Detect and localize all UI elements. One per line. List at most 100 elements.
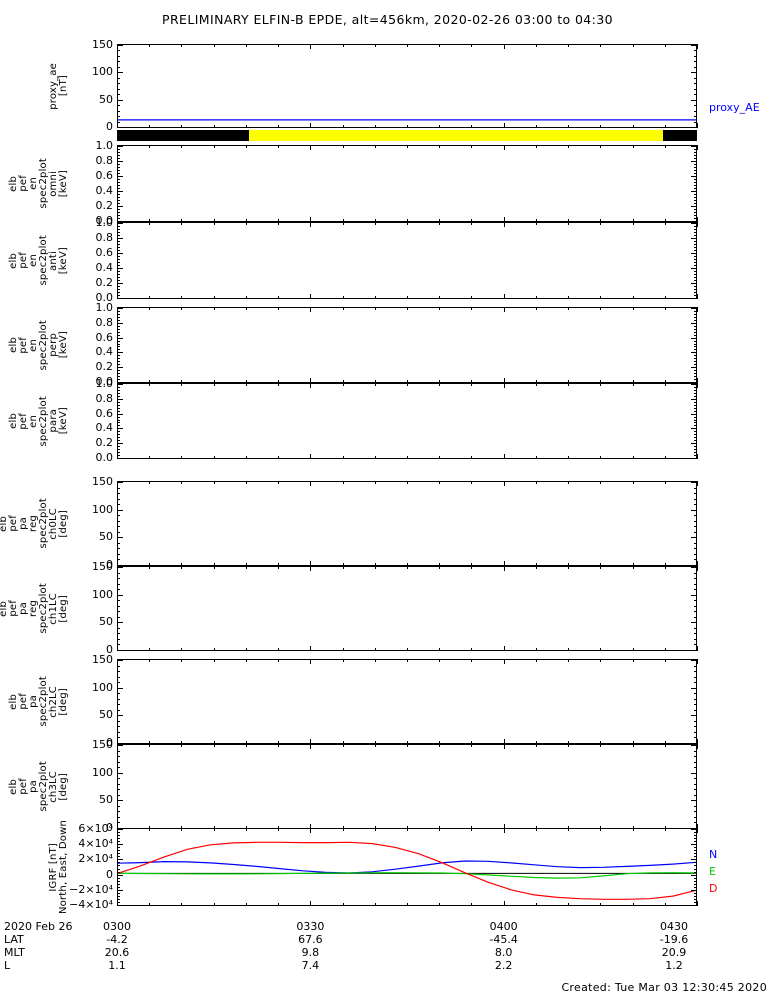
y-tick-text: 0 <box>106 821 113 834</box>
panel-en-perp <box>117 307 697 383</box>
y-minor-tick <box>694 693 697 694</box>
y-minor-tick <box>117 341 120 342</box>
y-major-tick <box>117 253 123 254</box>
x-minor-tick <box>439 125 440 128</box>
y-tick-text: 100 <box>92 502 113 516</box>
y-minor-tick <box>117 122 120 123</box>
y-minor-tick <box>117 182 120 183</box>
y-minor-tick <box>117 326 120 327</box>
x-minor-tick <box>343 903 344 906</box>
x-minor-tick <box>504 744 505 747</box>
x-minor-tick <box>439 741 440 744</box>
x-minor-tick <box>600 145 601 148</box>
y-tick-text: 0.2 <box>95 436 114 450</box>
x-minor-tick <box>600 296 601 299</box>
y-minor-tick <box>117 838 120 839</box>
x-minor-tick <box>343 296 344 299</box>
x-minor-tick <box>536 659 537 662</box>
x-minor-tick <box>568 44 569 47</box>
x-tick-l: 1.2 <box>665 959 683 972</box>
x-minor-tick <box>536 380 537 383</box>
x-minor-tick <box>343 44 344 47</box>
x-minor-tick <box>471 222 472 225</box>
x-minor-tick <box>568 222 569 225</box>
x-minor-tick <box>149 659 150 662</box>
x-minor-tick <box>471 219 472 222</box>
y-minor-tick <box>694 884 697 885</box>
y-minor-tick <box>694 194 697 195</box>
y-minor-tick <box>117 396 120 397</box>
y-minor-tick <box>694 376 697 377</box>
y-minor-tick <box>694 188 697 189</box>
legend-n: N <box>709 847 718 861</box>
x-minor-tick <box>407 380 408 383</box>
y-minor-tick <box>117 215 120 216</box>
plot-area-en-para <box>118 384 696 458</box>
y-axis-label-pa-ch1lc: elb pef pa reg spec2plot ch1LC [deg] <box>0 566 69 651</box>
y-minor-tick <box>117 862 120 863</box>
y-major-tick <box>117 352 123 353</box>
y-tick-text: 100 <box>92 587 113 601</box>
y-minor-tick <box>694 893 697 894</box>
x-tick-l: 1.1 <box>108 959 126 972</box>
y-minor-tick <box>694 229 697 230</box>
x-minor-tick <box>149 648 150 651</box>
y-minor-tick <box>117 164 120 165</box>
x-minor-tick <box>407 44 408 47</box>
y-minor-tick <box>694 778 697 779</box>
y-minor-tick <box>117 335 120 336</box>
x-minor-tick <box>117 219 118 222</box>
x-minor-tick <box>504 566 505 569</box>
x-tick-mlt: 20.9 <box>661 946 687 959</box>
y-minor-tick <box>694 762 697 763</box>
y-minor-tick <box>117 822 120 823</box>
y-minor-tick <box>117 682 120 683</box>
y-minor-tick <box>694 105 697 106</box>
x-minor-tick <box>504 222 505 225</box>
y-minor-tick <box>117 778 120 779</box>
y-minor-tick <box>117 887 120 888</box>
x-minor-tick <box>600 828 601 831</box>
y-minor-tick <box>694 493 697 494</box>
x-minor-tick <box>310 456 311 459</box>
y-minor-tick <box>694 628 697 629</box>
y-tick-text: 150 <box>92 653 113 666</box>
y-minor-tick <box>694 671 697 672</box>
x-minor-tick <box>278 125 279 128</box>
x-minor-tick <box>633 222 634 225</box>
row-label-lat: LAT <box>4 933 24 946</box>
y-minor-tick <box>694 262 697 263</box>
x-minor-tick <box>375 826 376 829</box>
y-minor-tick <box>117 704 120 705</box>
y-major-tick <box>691 223 697 224</box>
x-minor-tick <box>536 383 537 386</box>
y-axis-label-line: [nT] <box>58 75 69 97</box>
x-minor-tick <box>181 826 182 829</box>
x-minor-tick <box>504 741 505 744</box>
y-minor-tick <box>694 822 697 823</box>
x-minor-tick <box>181 456 182 459</box>
x-minor-tick <box>117 383 118 386</box>
x-minor-tick <box>149 826 150 829</box>
y-minor-tick <box>694 116 697 117</box>
x-minor-tick <box>246 903 247 906</box>
x-minor-tick <box>439 903 440 906</box>
y-minor-tick <box>117 317 120 318</box>
y-minor-tick <box>694 411 697 412</box>
x-minor-tick <box>504 145 505 148</box>
x-minor-tick <box>504 903 505 906</box>
x-minor-tick <box>504 307 505 310</box>
x-minor-tick <box>600 125 601 128</box>
x-minor-tick <box>600 222 601 225</box>
y-minor-tick <box>694 346 697 347</box>
x-minor-tick <box>665 296 666 299</box>
x-minor-tick <box>600 380 601 383</box>
x-minor-tick <box>536 44 537 47</box>
y-major-tick <box>691 45 697 46</box>
y-minor-tick <box>694 515 697 516</box>
y-axis-label-igrf: IGRF [nT] North, East, Down <box>8 820 69 914</box>
y-minor-tick <box>117 390 120 391</box>
y-axis-label-pa-ch3lc: elb pef pa spec2plot ch3LC [deg] <box>8 744 69 829</box>
y-major-tick <box>691 829 697 830</box>
x-minor-tick <box>633 744 634 747</box>
